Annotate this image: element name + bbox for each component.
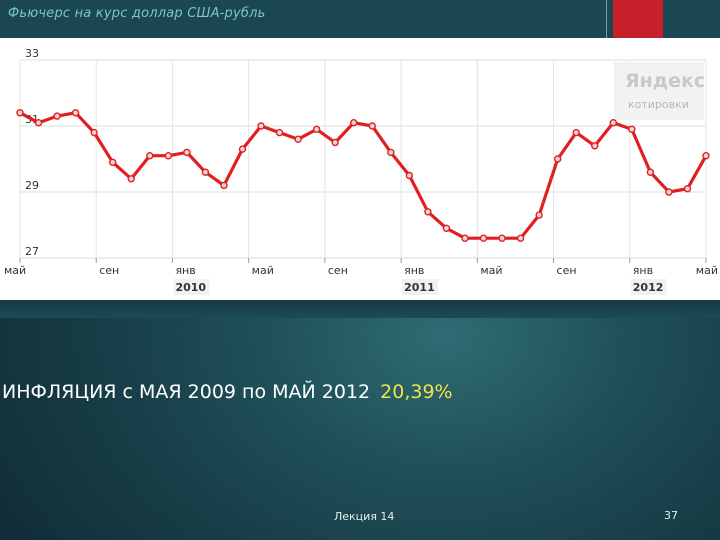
watermark-logo: Яндекс: [625, 70, 705, 92]
data-point: [609, 118, 617, 127]
data-point: [238, 145, 247, 153]
data-point: [516, 234, 525, 242]
x-month-label: май: [4, 264, 26, 277]
data-point: [127, 175, 135, 183]
slide-title: Фьючерс на курс доллар США-рубль: [8, 6, 266, 21]
data-point: [331, 138, 339, 147]
lecture-footer: Лекция 14: [334, 510, 395, 523]
data-point: [53, 112, 61, 120]
data-point: [368, 122, 376, 130]
data-point: [109, 158, 117, 167]
data-point: [498, 234, 506, 242]
inflation-statement: ИНФЛЯЦИЯ с МАЯ 2009 по МАЙ 2012 20,39%: [2, 381, 453, 403]
data-point: [405, 171, 414, 180]
data-point: [591, 142, 599, 150]
page-number: 37: [664, 509, 678, 522]
data-point: [312, 125, 321, 134]
series-line: [19, 111, 708, 240]
data-point: [90, 128, 98, 137]
x-year-label: 2010: [175, 281, 206, 294]
yandex-watermark: Яндекс котировки: [614, 62, 705, 120]
x-month-label: май: [696, 264, 718, 277]
data-point: [201, 168, 210, 176]
data-point: [294, 135, 302, 143]
year-label-bg: [173, 279, 210, 295]
y-tick-label: 29: [25, 179, 39, 192]
data-point: [683, 184, 692, 193]
x-month-label: янв: [175, 264, 195, 277]
inflation-value: 20,39%: [380, 381, 453, 403]
data-point: [424, 208, 432, 216]
data-point: [387, 148, 395, 157]
data-point: [34, 118, 43, 127]
title-bar: [0, 0, 720, 38]
data-point: [535, 211, 543, 219]
x-month-label: янв: [404, 264, 424, 277]
data-point: [479, 234, 488, 242]
data-point: [164, 151, 173, 160]
x-year-label: 2012: [633, 281, 664, 294]
data-point: [275, 128, 284, 137]
x-month-label: сен: [99, 264, 119, 277]
red-accent-block: [613, 0, 663, 38]
data-point: [183, 148, 191, 157]
data-point: [220, 181, 228, 190]
data-point: [702, 151, 710, 160]
inflation-text: ИНФЛЯЦИЯ с МАЯ 2009 по МАЙ 2012: [2, 381, 371, 403]
chart-bottom-band: [0, 300, 720, 318]
year-label-bg: [630, 279, 667, 295]
y-tick-label: 27: [25, 245, 39, 258]
data-point: [16, 109, 24, 117]
data-point: [442, 224, 451, 233]
data-point: [71, 109, 80, 117]
chart-panel: Яндекс котировки 33 31 29 27 май сен янв май се…: [0, 38, 720, 300]
year-label-bg: [402, 279, 439, 295]
x-month-label: май: [252, 264, 274, 277]
x-month-label: янв: [633, 264, 653, 277]
y-tick-label: 33: [25, 47, 39, 60]
accent-line: [606, 0, 607, 38]
x-month-label: сен: [328, 264, 348, 277]
watermark-sub: котировки: [628, 98, 689, 111]
x-month-label: май: [480, 264, 502, 277]
data-point: [553, 155, 562, 163]
data-point: [628, 125, 636, 134]
data-point: [572, 128, 580, 137]
data-point: [350, 118, 358, 127]
data-point: [461, 234, 469, 242]
x-month-label: сен: [557, 264, 577, 277]
data-point: [665, 188, 673, 196]
data-point: [257, 122, 265, 130]
data-point: [646, 168, 655, 176]
data-point: [146, 151, 154, 160]
x-year-label: 2011: [404, 281, 435, 294]
